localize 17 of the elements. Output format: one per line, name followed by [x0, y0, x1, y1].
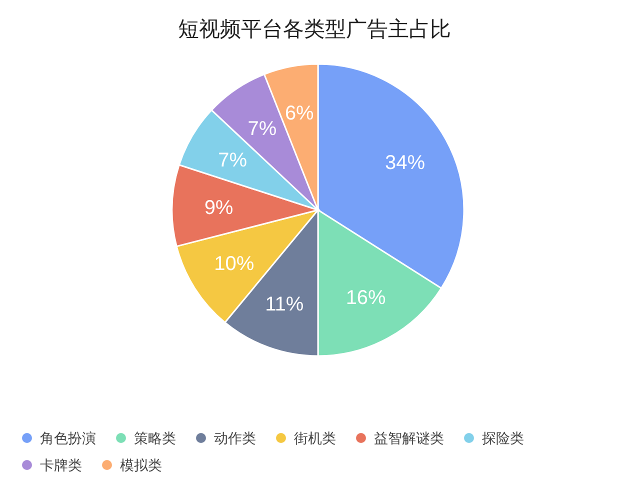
legend-label: 模拟类 — [120, 457, 162, 473]
data-label: 10% — [214, 253, 254, 276]
data-label: 34% — [384, 152, 426, 174]
data-label: 7% — [218, 149, 248, 172]
data-label: 16% — [346, 287, 386, 309]
data-label: 9% — [204, 196, 234, 219]
legend-label: 策略类 — [134, 430, 176, 446]
legend-label: 卡牌类 — [40, 457, 82, 473]
legend-label: 益智解谜类 — [374, 430, 444, 446]
chart-title: 短视频平台各类型广告主占比 — [178, 18, 451, 41]
data-label: 7% — [248, 118, 277, 140]
data-label: 6% — [284, 102, 314, 124]
legend-label: 角色扮演 — [40, 430, 96, 446]
legend-label: 街机类 — [294, 430, 336, 446]
data-label: 11% — [265, 293, 304, 316]
legend-label: 探险类 — [482, 430, 524, 446]
legend-label: 动作类 — [214, 430, 256, 446]
